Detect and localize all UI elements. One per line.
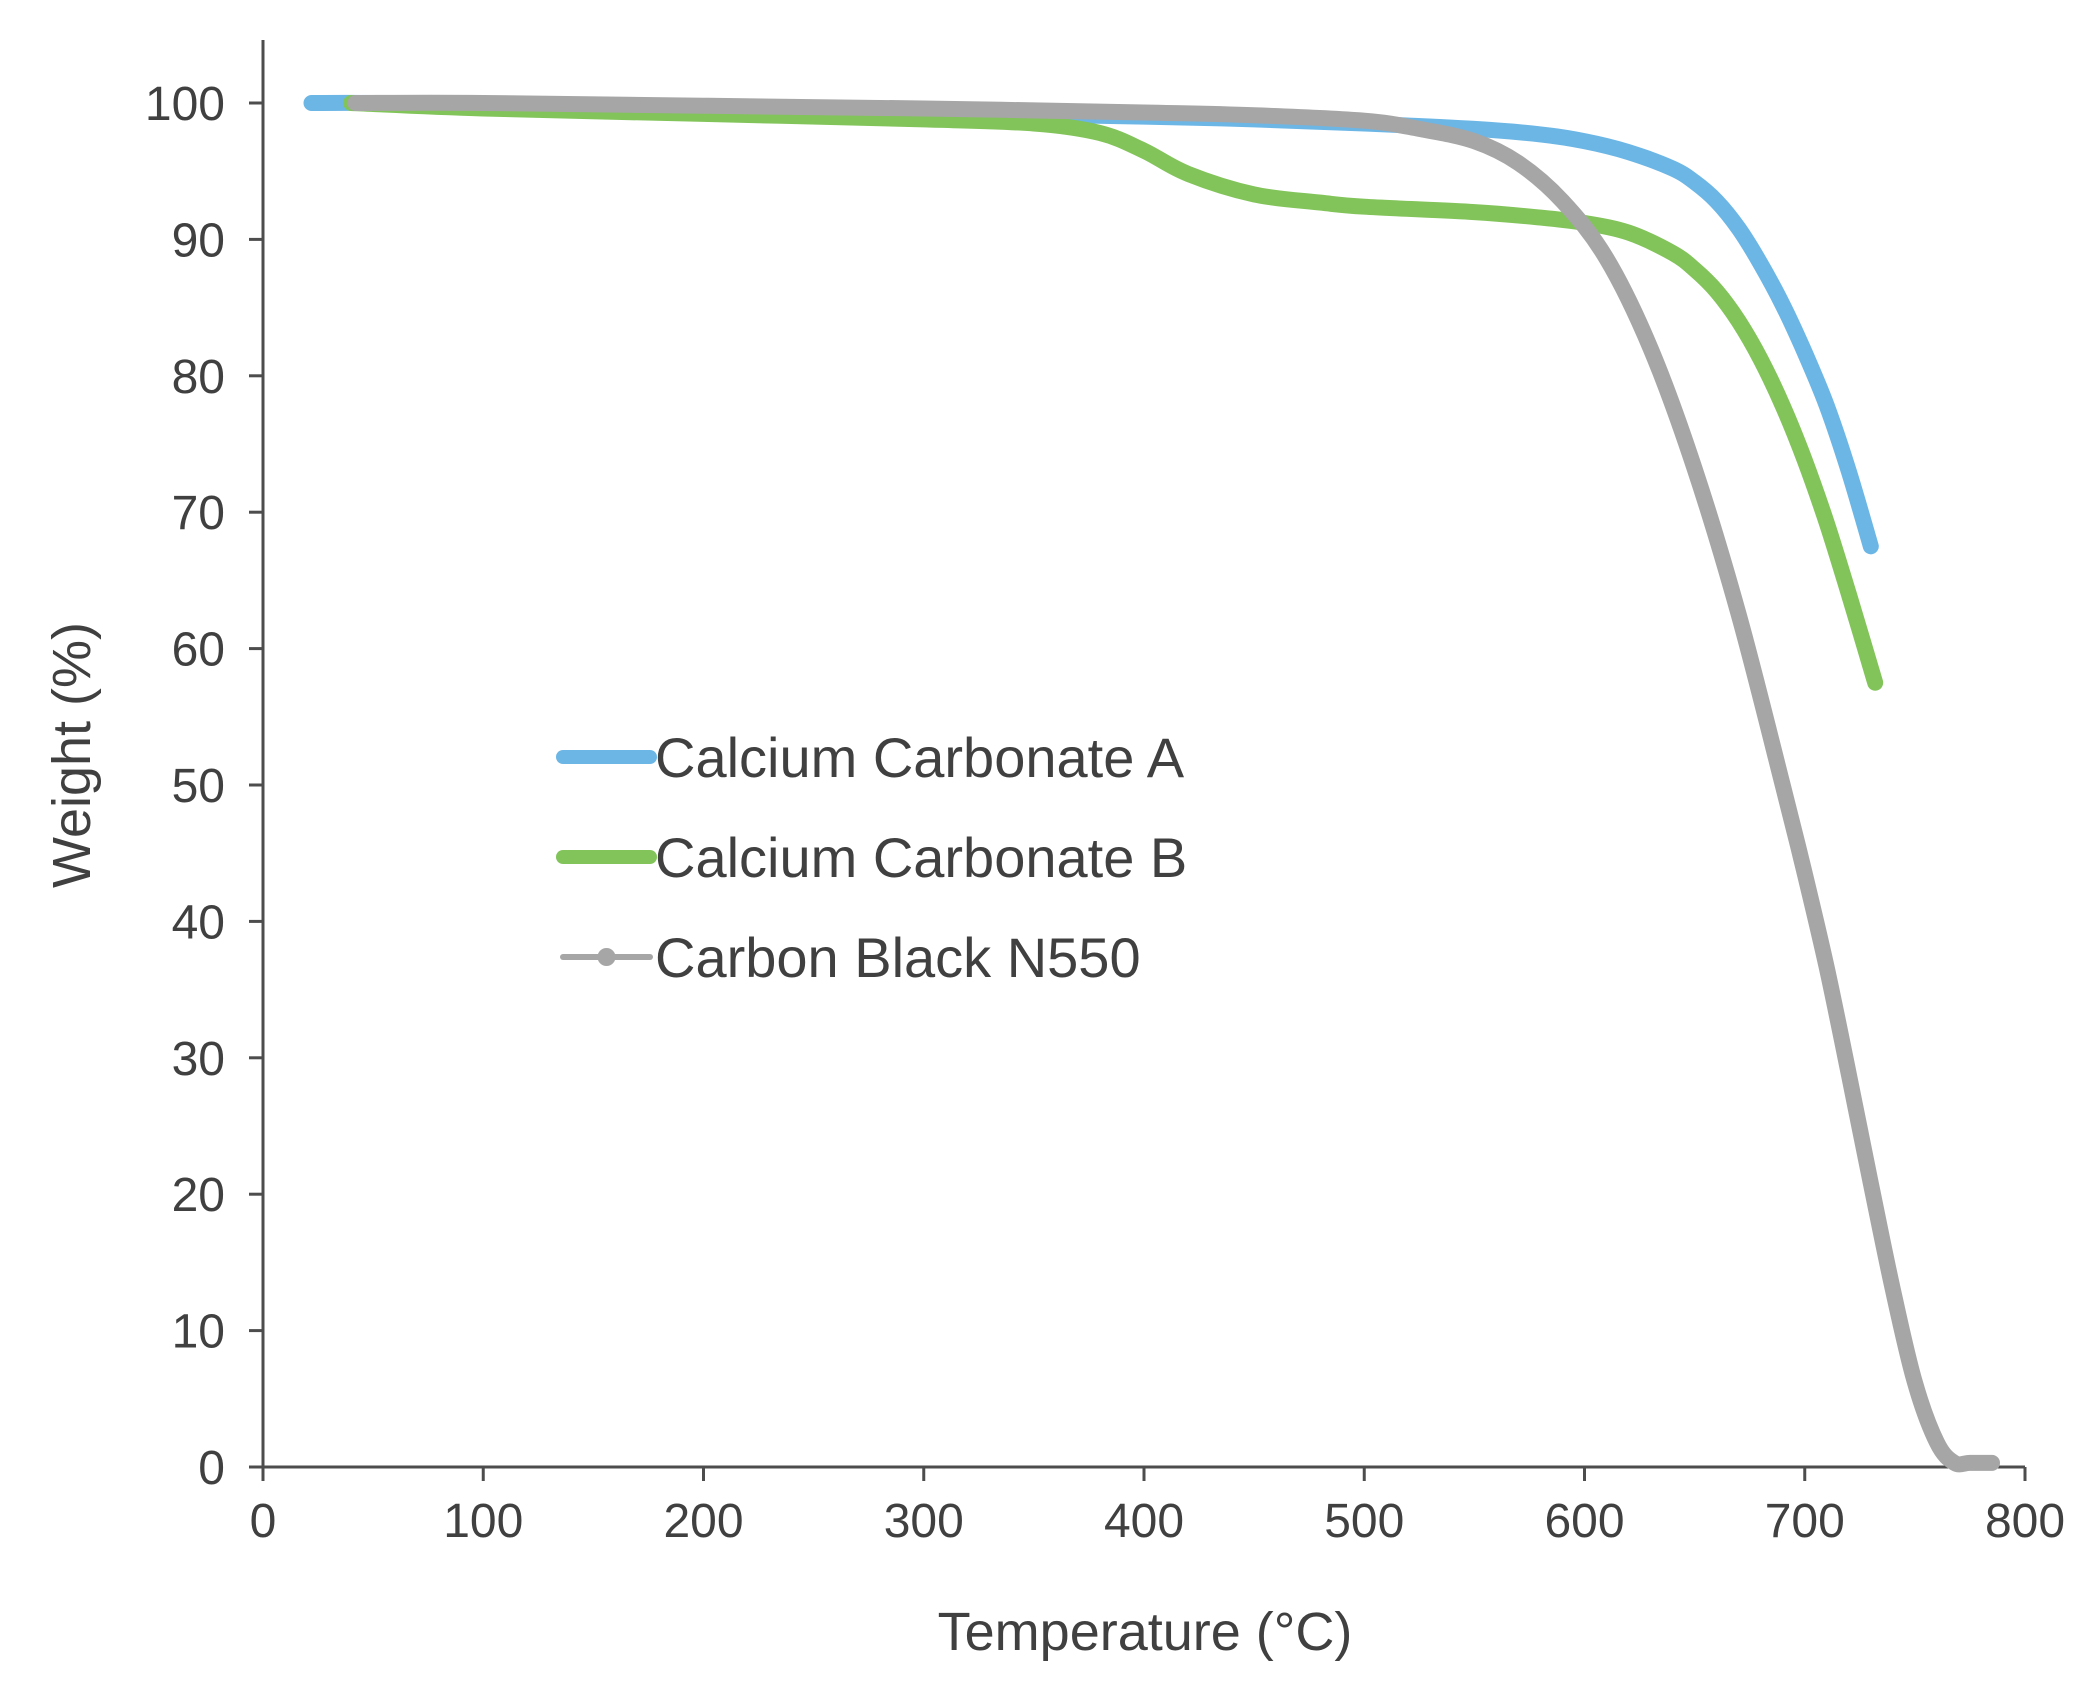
y-tick-label: 10 [172, 1306, 225, 1359]
legend: Calcium Carbonate A Calcium Carbonate B Ca… [556, 726, 1187, 989]
y-tick-label: 90 [172, 214, 225, 267]
y-tick-label: 80 [172, 351, 225, 404]
y-tick-label: 20 [172, 1169, 225, 1222]
y-tick-label: 40 [172, 896, 225, 949]
y-tick-label: 0 [198, 1442, 225, 1495]
x-ticks: 0 100 200 300 400 500 600 700 800 [250, 1467, 2065, 1548]
y-axis-title: Weight (%) [42, 622, 102, 888]
y-tick-label: 50 [172, 760, 225, 813]
series-line-calcium-carbonate-b [343, 95, 1884, 691]
x-tick-label: 0 [250, 1495, 277, 1548]
x-tick-label: 600 [1544, 1495, 1624, 1548]
series-line-carbon-black-n550 [347, 94, 2000, 1473]
x-tick-label: 100 [443, 1495, 523, 1548]
y-ticks: 0 10 20 30 40 50 60 70 80 90 100 [145, 78, 263, 1495]
legend-label-carbon-black-n550: Carbon Black N550 [655, 926, 1141, 989]
legend-label-calcium-carbonate-a: Calcium Carbonate A [655, 726, 1185, 789]
legend-marker-carbon-black-n550 [597, 948, 616, 966]
x-tick-label: 700 [1765, 1495, 1845, 1548]
x-tick-label: 500 [1324, 1495, 1404, 1548]
y-tick-label: 100 [145, 78, 225, 131]
y-tick-label: 60 [172, 624, 225, 677]
y-tick-label: 30 [172, 1033, 225, 1086]
x-tick-label: 200 [663, 1495, 743, 1548]
x-tick-label: 800 [1985, 1495, 2065, 1548]
x-axis-title: Temperature (°C) [938, 1602, 1353, 1662]
x-tick-label: 300 [884, 1495, 964, 1548]
y-tick-label: 70 [172, 487, 225, 540]
plot-lines [303, 94, 2000, 1473]
legend-label-calcium-carbonate-b: Calcium Carbonate B [655, 826, 1187, 889]
x-tick-label: 400 [1104, 1495, 1184, 1548]
